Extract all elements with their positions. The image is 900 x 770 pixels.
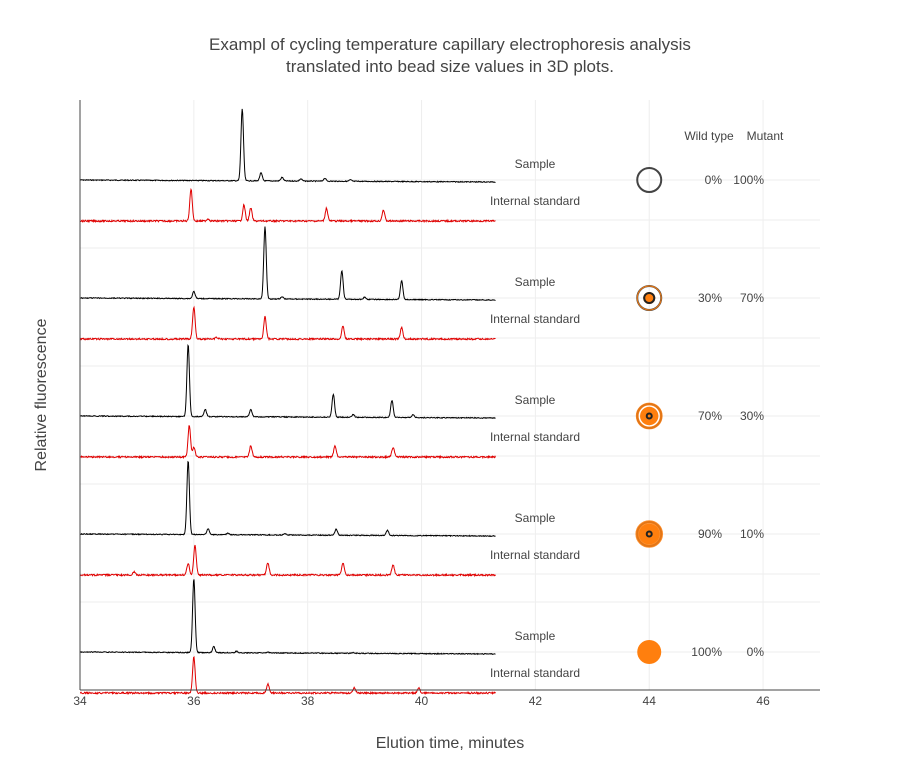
sample-trace-4: [79, 579, 496, 656]
standard-trace-3: [79, 544, 496, 578]
x-tick-label-2: 38: [301, 694, 315, 708]
bead-inner-ring-2: [645, 412, 653, 420]
chart-title-line-1: Exampl of cycling temperature capillary …: [209, 35, 691, 54]
axes: 34 36 38 40 42 44 46: [73, 100, 820, 708]
bead-shell-3: [635, 520, 664, 548]
x-tick-label-1: 36: [187, 694, 201, 708]
bead-markers: [635, 167, 664, 664]
x-tick-label-6: 46: [756, 694, 770, 708]
bead-inner-ring-1: [643, 291, 656, 305]
mutant-value-1: 70%: [740, 291, 764, 305]
sample-trace-1: [79, 226, 496, 301]
wild-type-value-3: 90%: [698, 527, 722, 541]
sample-trace-3: [79, 460, 496, 538]
x-tick-label-0: 34: [73, 694, 87, 708]
x-axis-title: Elution time, minutes: [376, 735, 525, 752]
wild-type-value-4: 100%: [691, 645, 722, 659]
bead-core-4: [637, 640, 662, 664]
x-tick-label-3: 40: [415, 694, 429, 708]
standard-trace-2: [79, 425, 496, 460]
wild-type-value-2: 70%: [698, 409, 722, 423]
standard-trace-1: [79, 305, 496, 342]
x-tick-label-5: 44: [643, 694, 657, 708]
mutant-value-3: 10%: [740, 527, 764, 541]
x-tick-label-4: 42: [529, 694, 543, 708]
wild-type-value-1: 30%: [698, 291, 722, 305]
sample-label-2: Sample: [515, 393, 556, 407]
wild-type-header: Wild type: [684, 129, 734, 143]
standard-label-1: Internal standard: [490, 312, 580, 326]
sample-label-0: Sample: [515, 157, 556, 171]
bead-inner-ring-3: [645, 530, 653, 538]
sample-trace-0: [79, 108, 496, 184]
standard-trace-0: [79, 187, 496, 224]
mutant-value-4: 0%: [747, 645, 765, 659]
wild-type-value-0: 0%: [705, 173, 723, 187]
standard-label-4: Internal standard: [490, 666, 580, 680]
sample-label-4: Sample: [515, 629, 556, 643]
bead-core-1: [643, 291, 656, 305]
bead-ring-0: [636, 167, 663, 193]
bead-shell-1: [636, 285, 662, 311]
standard-label-3: Internal standard: [490, 548, 580, 562]
mutant-value-0: 100%: [733, 173, 764, 187]
bead-shell-2: [635, 402, 663, 430]
sample-label-3: Sample: [515, 511, 556, 525]
y-axis-title: Relative fluorescence: [33, 318, 50, 471]
annotations: Sample Internal standard 0% 100% Sample Inter…: [490, 129, 784, 680]
mutant-value-2: 30%: [740, 409, 764, 423]
mutant-header: Mutant: [747, 129, 784, 143]
sample-trace-2: [79, 343, 496, 420]
bead-core-3: [638, 523, 660, 545]
sample-label-1: Sample: [515, 275, 556, 289]
standard-trace-4: [79, 656, 496, 696]
traces: [79, 108, 496, 696]
standard-label-2: Internal standard: [490, 430, 580, 444]
bead-core-2: [640, 406, 659, 426]
standard-label-0: Internal standard: [490, 194, 580, 208]
chart-title-line-2: translated into bead size values in 3D p…: [286, 57, 614, 76]
